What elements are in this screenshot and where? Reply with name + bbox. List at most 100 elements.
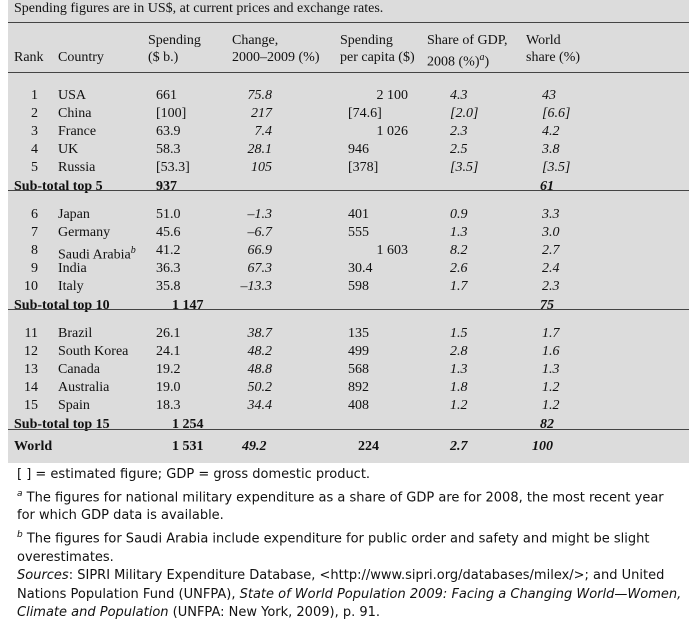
world-label: World [14, 439, 53, 454]
world-share: 100 [532, 439, 553, 454]
gdp-share-cell: 2.5 [450, 142, 468, 157]
rank-cell: 9 [31, 261, 38, 276]
percap-cell: 499 [348, 344, 369, 359]
spending-cell: [100] [156, 106, 187, 121]
country-cell: USA [58, 88, 87, 103]
note-estimated: [ ] = estimated figure; GDP = gross dome… [17, 467, 371, 482]
percap-cell: [378] [348, 160, 379, 175]
spending-cell: 63.9 [156, 124, 181, 139]
gdp-share-cell: 8.2 [450, 243, 468, 258]
header-gdp-1: Share of GDP, [427, 33, 508, 48]
subtotal-label: Sub-total top 15 [14, 417, 110, 432]
percap-cell: 2 100 [376, 88, 409, 103]
country-cell: UK [58, 142, 79, 157]
top-rule [8, 22, 689, 23]
header-world-2: share (%) [526, 50, 581, 65]
spending-cell: 45.6 [156, 225, 181, 240]
change-cell: 48.2 [247, 344, 273, 359]
world-share-cell: 3.0 [542, 225, 560, 240]
rank-cell: 4 [31, 142, 38, 157]
rank-cell: 14 [24, 380, 38, 395]
change-cell: 105 [251, 160, 272, 175]
percap-cell: 555 [348, 225, 369, 240]
country-cell: Japan [58, 207, 90, 222]
table-notes: [ ] = estimated figure; GDP = gross dome… [17, 466, 685, 623]
gdp-share-cell: 1.3 [450, 225, 468, 240]
spending-cell: 58.3 [156, 142, 181, 157]
spending-cell: 19.0 [156, 380, 181, 395]
section-rule [8, 429, 689, 430]
world-share-cell: 1.7 [542, 326, 560, 341]
country-cell: Canada [58, 362, 100, 377]
subtotal-label: Sub-total top 5 [14, 179, 103, 194]
table-panel: Spending figures are in US$, at current … [8, 0, 689, 463]
world-share-cell: 2.4 [542, 261, 560, 276]
gdp-share-cell: 1.8 [450, 380, 468, 395]
gdp-share-cell: 1.5 [450, 326, 468, 341]
country-cell: Italy [58, 279, 84, 294]
percap-cell: [74.6] [348, 106, 382, 121]
change-cell: 48.8 [247, 362, 273, 377]
rank-cell: 2 [31, 106, 38, 121]
country-cell: Australia [58, 380, 110, 395]
header-change-2: 2000–2009 (%) [232, 50, 320, 65]
percap-cell: 1 603 [376, 243, 409, 258]
world-share-cell: [3.5] [542, 160, 571, 175]
spending-cell: 51.0 [156, 207, 181, 222]
rank-cell: 11 [24, 326, 38, 341]
country-cell: Brazil [58, 326, 93, 341]
change-cell: 75.8 [247, 88, 273, 103]
section-rule [8, 309, 689, 310]
country-cell: South Korea [58, 344, 129, 359]
percap-cell: 1 026 [376, 124, 409, 139]
rank-cell: 5 [31, 160, 38, 175]
table-caption: Spending figures are in US$, at current … [14, 1, 384, 16]
gdp-share-cell: 4.3 [450, 88, 468, 103]
percap-cell: 598 [348, 279, 369, 294]
rank-cell: 8 [31, 243, 38, 258]
header-country: Country [58, 50, 104, 65]
gdp-share-cell: 0.9 [450, 207, 468, 222]
spending-cell: 19.2 [156, 362, 181, 377]
change-cell: 7.4 [254, 124, 273, 139]
spending-cell: 36.3 [156, 261, 181, 276]
world-share-cell: 2.3 [542, 279, 560, 294]
world-share-cell: 1.6 [542, 344, 560, 359]
world-share-cell: [6.6] [542, 106, 571, 121]
world-spending: 1 531 [172, 439, 204, 454]
note-sources: Sources: SIPRI Military Expenditure Data… [17, 568, 682, 621]
country-cell: France [58, 124, 97, 139]
gdp-share-cell: 1.3 [450, 362, 468, 377]
country-cell: Saudi Arabiab [58, 245, 136, 263]
spending-cell: 41.2 [156, 243, 181, 258]
subtotal-spending: 1 254 [172, 417, 204, 432]
header-percap-2: per capita ($) [340, 50, 415, 65]
country-cell: China [58, 106, 92, 121]
gdp-share-cell: 2.6 [450, 261, 468, 276]
rank-cell: 7 [31, 225, 38, 240]
change-cell: 66.9 [247, 243, 273, 258]
world-percap: 224 [358, 439, 379, 454]
header-rule [8, 72, 689, 73]
rank-cell: 10 [24, 279, 38, 294]
rank-cell: 13 [24, 362, 38, 377]
gdp-share-cell: 2.3 [450, 124, 468, 139]
percap-cell: 892 [348, 380, 369, 395]
subtotal-spending: 1 147 [172, 298, 204, 313]
note-gdp: a The figures for national military expe… [17, 488, 664, 524]
subtotal-spending: 937 [156, 179, 177, 194]
header-spending-1: Spending [148, 33, 201, 48]
gdp-share-cell: 1.7 [450, 279, 468, 294]
world-share-cell: 3.3 [542, 207, 560, 222]
rank-cell: 15 [24, 398, 38, 413]
world-share-cell: 4.2 [542, 124, 560, 139]
spending-cell: [53.3] [156, 160, 190, 175]
change-cell: 38.7 [247, 326, 273, 341]
spending-cell: 35.8 [156, 279, 181, 294]
spending-cell: 661 [156, 88, 177, 103]
country-cell: Germany [58, 225, 111, 240]
gdp-share-cell: 1.2 [450, 398, 468, 413]
subtotal-world-share: 75 [540, 298, 554, 313]
spending-cell: 26.1 [156, 326, 181, 341]
percap-cell: 946 [348, 142, 369, 157]
